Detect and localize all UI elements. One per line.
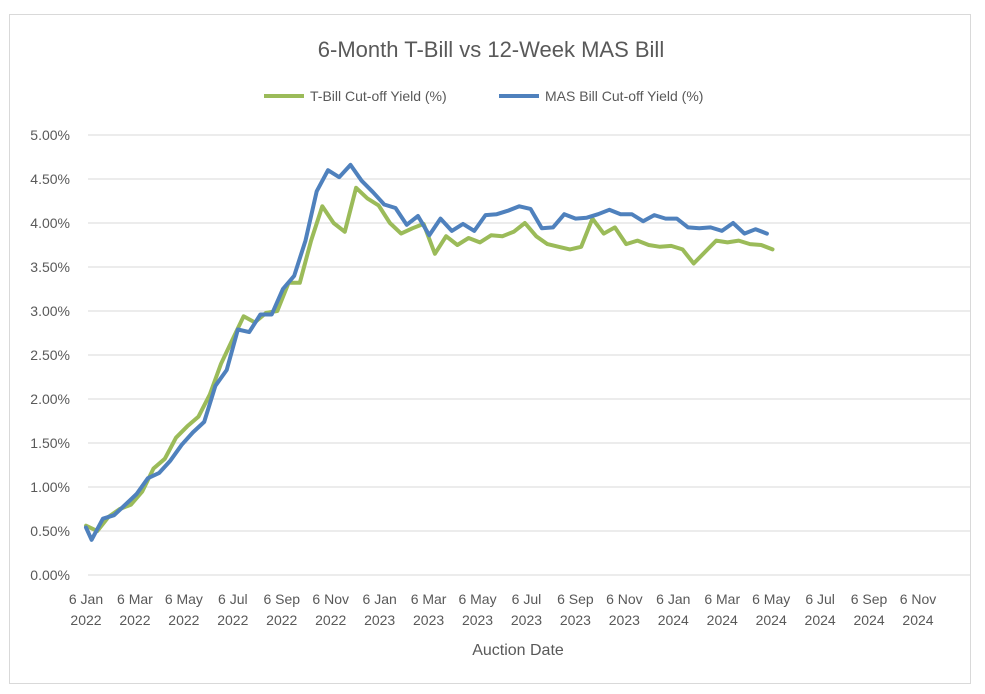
y-tick-label: 0.50% — [30, 523, 70, 539]
legend: T-Bill Cut-off Yield (%) MAS Bill Cut-of… — [264, 88, 703, 104]
x-tick-label: 6 Mar 2022 — [117, 591, 153, 628]
y-tick-label: 1.50% — [30, 435, 70, 451]
y-tick-label: 1.00% — [30, 479, 70, 495]
y-tick-label: 0.00% — [30, 567, 70, 583]
x-axis-tick-labels: 6 Jan 2022 6 Mar 2022 6 May 2022 6 Jul 2022 6 Se… — [69, 591, 936, 628]
x-tick-label: 6 May 2023 — [458, 591, 496, 628]
x-tick-label: 6 Nov 2022 — [312, 591, 349, 628]
x-tick-label: 6 Nov 2024 — [900, 591, 937, 628]
chart-title: 6-Month T-Bill vs 12-Week MAS Bill — [318, 37, 664, 62]
legend-label-t-bill: T-Bill Cut-off Yield (%) — [310, 88, 447, 104]
y-tick-label: 2.50% — [30, 347, 70, 363]
x-axis-title: Auction Date — [472, 642, 564, 659]
x-tick-label: 6 Nov 2023 — [606, 591, 643, 628]
x-tick-label: 6 May 2024 — [752, 591, 790, 628]
x-tick-label: 6 Jul 2022 — [217, 591, 248, 628]
x-tick-label: 6 May 2022 — [165, 591, 203, 628]
x-tick-label: 6 Jan 2022 — [69, 591, 103, 628]
y-tick-label: 3.00% — [30, 303, 70, 319]
x-tick-label: 6 Sep 2024 — [851, 591, 888, 628]
x-tick-label: 6 Sep 2022 — [263, 591, 300, 628]
gridlines — [88, 134, 970, 576]
y-tick-label: 3.50% — [30, 259, 70, 275]
legend-label-mas-bill: MAS Bill Cut-off Yield (%) — [545, 88, 703, 104]
chart-frame: 6-Month T-Bill vs 12-Week MAS Bill T-Bil… — [9, 14, 971, 684]
x-tick-label: 6 Jul 2023 — [511, 591, 542, 628]
y-tick-label: 4.50% — [30, 171, 70, 187]
x-tick-label: 6 Mar 2023 — [411, 591, 447, 628]
y-tick-label: 5.00% — [30, 127, 70, 143]
x-tick-label: 6 Mar 2024 — [704, 591, 740, 628]
x-tick-label: 6 Jul 2024 — [805, 591, 836, 628]
x-tick-label: 6 Jan 2023 — [363, 591, 397, 628]
x-tick-label: 6 Sep 2023 — [557, 591, 594, 628]
y-axis-tick-labels: 0.00% 0.50% 1.00% 1.50% 2.00% 2.50% 3.00% 3.50%… — [30, 127, 70, 583]
series-line-mas-bill — [84, 162, 769, 542]
series-line-t-bill — [84, 185, 775, 533]
line-chart: 6-Month T-Bill vs 12-Week MAS Bill T-Bil… — [30, 37, 970, 659]
x-tick-label: 6 Jan 2024 — [656, 591, 690, 628]
y-tick-label: 2.00% — [30, 391, 70, 407]
series-lines — [84, 162, 775, 542]
y-tick-label: 4.00% — [30, 215, 70, 231]
